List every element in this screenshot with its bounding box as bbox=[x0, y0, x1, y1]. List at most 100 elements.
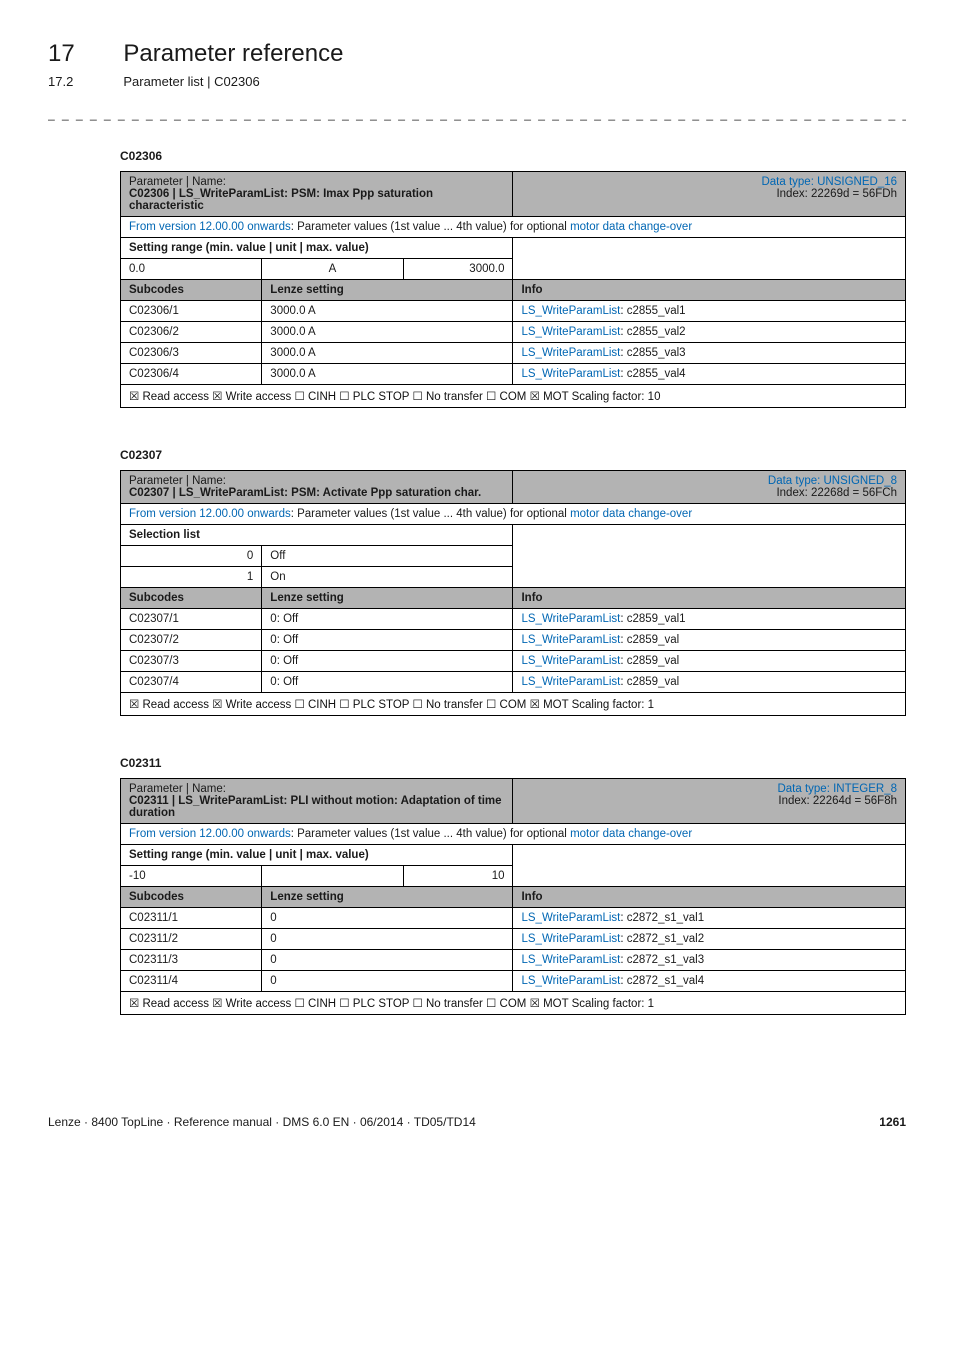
ls-link[interactable]: LS_WriteParamList bbox=[521, 634, 620, 646]
param-name: C02311 | LS_WriteParamList: PLI without … bbox=[129, 795, 504, 819]
param-table: Parameter | Name: C02311 | LS_WriteParam… bbox=[120, 778, 906, 1015]
range-min: -10 bbox=[121, 866, 262, 887]
chapter-title: Parameter reference bbox=[123, 40, 343, 68]
subcode: C02307/1 bbox=[121, 609, 262, 630]
ls-link[interactable]: LS_WriteParamList bbox=[521, 933, 620, 945]
subcode: C02306/3 bbox=[121, 343, 262, 364]
data-type-link[interactable]: Data type: UNSIGNED_8 bbox=[768, 475, 897, 487]
range-unit: A bbox=[262, 259, 403, 280]
ls-link[interactable]: LS_WriteParamList bbox=[521, 676, 620, 688]
subhdr-info: Info bbox=[513, 588, 906, 609]
lenze-setting: 3000.0 A bbox=[262, 343, 513, 364]
param-block-c02311: C02311 Parameter | Name: C02311 | LS_Wri… bbox=[120, 756, 906, 1015]
ls-tail: : c2872_s1_val4 bbox=[620, 975, 704, 987]
ls-tail: : c2859_val bbox=[620, 634, 679, 646]
selection-val: Off bbox=[262, 546, 513, 567]
from-version-mid: : Parameter values (1st value ... 4th va… bbox=[291, 508, 570, 520]
lenze-setting: 0 bbox=[262, 971, 513, 992]
range-unit bbox=[262, 866, 403, 887]
access-footer: ☒ Read access ☒ Write access ☐ CINH ☐ PL… bbox=[121, 385, 906, 408]
ls-link[interactable]: LS_WriteParamList bbox=[521, 368, 620, 380]
ls-tail: : c2855_val2 bbox=[620, 326, 685, 338]
subcode: C02311/2 bbox=[121, 929, 262, 950]
ls-link[interactable]: LS_WriteParamList bbox=[521, 954, 620, 966]
param-name-label: Parameter | Name: bbox=[129, 475, 504, 487]
ls-tail: : c2872_s1_val3 bbox=[620, 954, 704, 966]
range-label: Setting range (min. value | unit | max. … bbox=[129, 242, 369, 254]
subcode: C02306/2 bbox=[121, 322, 262, 343]
ls-link[interactable]: LS_WriteParamList bbox=[521, 326, 620, 338]
subhdr-info: Info bbox=[513, 887, 906, 908]
subcode: C02307/2 bbox=[121, 630, 262, 651]
subcode: C02307/3 bbox=[121, 651, 262, 672]
from-version-mid: : Parameter values (1st value ... 4th va… bbox=[291, 221, 570, 233]
index-line: Index: 22268d = 56FCh bbox=[521, 487, 897, 499]
param-code: C02311 bbox=[120, 756, 906, 770]
ls-tail: : c2859_val bbox=[620, 676, 679, 688]
lenze-setting: 0: Off bbox=[262, 609, 513, 630]
range-min: 0.0 bbox=[121, 259, 262, 280]
separator-dashes: _ _ _ _ _ _ _ _ _ _ _ _ _ _ _ _ _ _ _ _ … bbox=[48, 107, 906, 121]
subcode: C02311/4 bbox=[121, 971, 262, 992]
ls-tail: : c2855_val1 bbox=[620, 305, 685, 317]
subhdr-lenze: Lenze setting bbox=[262, 280, 513, 301]
ls-link[interactable]: LS_WriteParamList bbox=[521, 912, 620, 924]
access-footer: ☒ Read access ☒ Write access ☐ CINH ☐ PL… bbox=[121, 693, 906, 716]
lenze-setting: 0 bbox=[262, 929, 513, 950]
param-block-c02307: C02307 Parameter | Name: C02307 | LS_Wri… bbox=[120, 448, 906, 716]
ls-link[interactable]: LS_WriteParamList bbox=[521, 655, 620, 667]
subhdr-subcodes: Subcodes bbox=[121, 280, 262, 301]
ls-tail: : c2859_val1 bbox=[620, 613, 685, 625]
from-version: From version 12.00.00 onwards bbox=[129, 221, 291, 233]
selection-key: 1 bbox=[121, 567, 262, 588]
selection-label: Selection list bbox=[129, 529, 200, 541]
ls-link[interactable]: LS_WriteParamList bbox=[521, 975, 620, 987]
param-name: C02306 | LS_WriteParamList: PSM: Imax Pp… bbox=[129, 188, 504, 212]
ls-tail: : c2872_s1_val1 bbox=[620, 912, 704, 924]
param-block-c02306: C02306 Parameter | Name: C02306 | LS_Wri… bbox=[120, 149, 906, 408]
subhdr-subcodes: Subcodes bbox=[121, 588, 262, 609]
lenze-setting: 3000.0 A bbox=[262, 322, 513, 343]
from-version-mid: : Parameter values (1st value ... 4th va… bbox=[291, 828, 570, 840]
subhdr-lenze: Lenze setting bbox=[262, 588, 513, 609]
chapter-number: 17 bbox=[48, 40, 120, 68]
ls-tail: : c2855_val3 bbox=[620, 347, 685, 359]
subcode: C02306/4 bbox=[121, 364, 262, 385]
range-label: Setting range (min. value | unit | max. … bbox=[129, 849, 369, 861]
data-type-link[interactable]: Data type: INTEGER_8 bbox=[777, 783, 897, 795]
page-footer: Lenze · 8400 TopLine · Reference manual … bbox=[48, 1115, 906, 1129]
footer-page-number: 1261 bbox=[879, 1115, 906, 1129]
lenze-setting: 0: Off bbox=[262, 672, 513, 693]
selection-key: 0 bbox=[121, 546, 262, 567]
motor-link[interactable]: motor data change-over bbox=[570, 221, 692, 233]
param-name-label: Parameter | Name: bbox=[129, 176, 504, 188]
access-footer: ☒ Read access ☒ Write access ☐ CINH ☐ PL… bbox=[121, 992, 906, 1015]
from-version: From version 12.00.00 onwards bbox=[129, 828, 291, 840]
lenze-setting: 0 bbox=[262, 908, 513, 929]
range-max: 10 bbox=[403, 866, 513, 887]
section-title: Parameter list | C02306 bbox=[123, 74, 259, 89]
motor-link[interactable]: motor data change-over bbox=[570, 508, 692, 520]
ls-link[interactable]: LS_WriteParamList bbox=[521, 305, 620, 317]
lenze-setting: 3000.0 A bbox=[262, 364, 513, 385]
data-type-link[interactable]: Data type: UNSIGNED_16 bbox=[761, 176, 897, 188]
param-code: C02306 bbox=[120, 149, 906, 163]
ls-link[interactable]: LS_WriteParamList bbox=[521, 613, 620, 625]
param-table: Parameter | Name: C02307 | LS_WriteParam… bbox=[120, 470, 906, 716]
index-line: Index: 22269d = 56FDh bbox=[521, 188, 897, 200]
subcode: C02311/3 bbox=[121, 950, 262, 971]
ls-link[interactable]: LS_WriteParamList bbox=[521, 347, 620, 359]
page-header: 17 Parameter reference 17.2 Parameter li… bbox=[48, 40, 906, 89]
footer-left: Lenze · 8400 TopLine · Reference manual … bbox=[48, 1115, 476, 1129]
lenze-setting: 0: Off bbox=[262, 651, 513, 672]
ls-tail: : c2855_val4 bbox=[620, 368, 685, 380]
param-code: C02307 bbox=[120, 448, 906, 462]
from-version: From version 12.00.00 onwards bbox=[129, 508, 291, 520]
motor-link[interactable]: motor data change-over bbox=[570, 828, 692, 840]
param-table: Parameter | Name: C02306 | LS_WriteParam… bbox=[120, 171, 906, 408]
lenze-setting: 3000.0 A bbox=[262, 301, 513, 322]
subcode: C02311/1 bbox=[121, 908, 262, 929]
subhdr-subcodes: Subcodes bbox=[121, 887, 262, 908]
section-number: 17.2 bbox=[48, 74, 120, 89]
lenze-setting: 0: Off bbox=[262, 630, 513, 651]
